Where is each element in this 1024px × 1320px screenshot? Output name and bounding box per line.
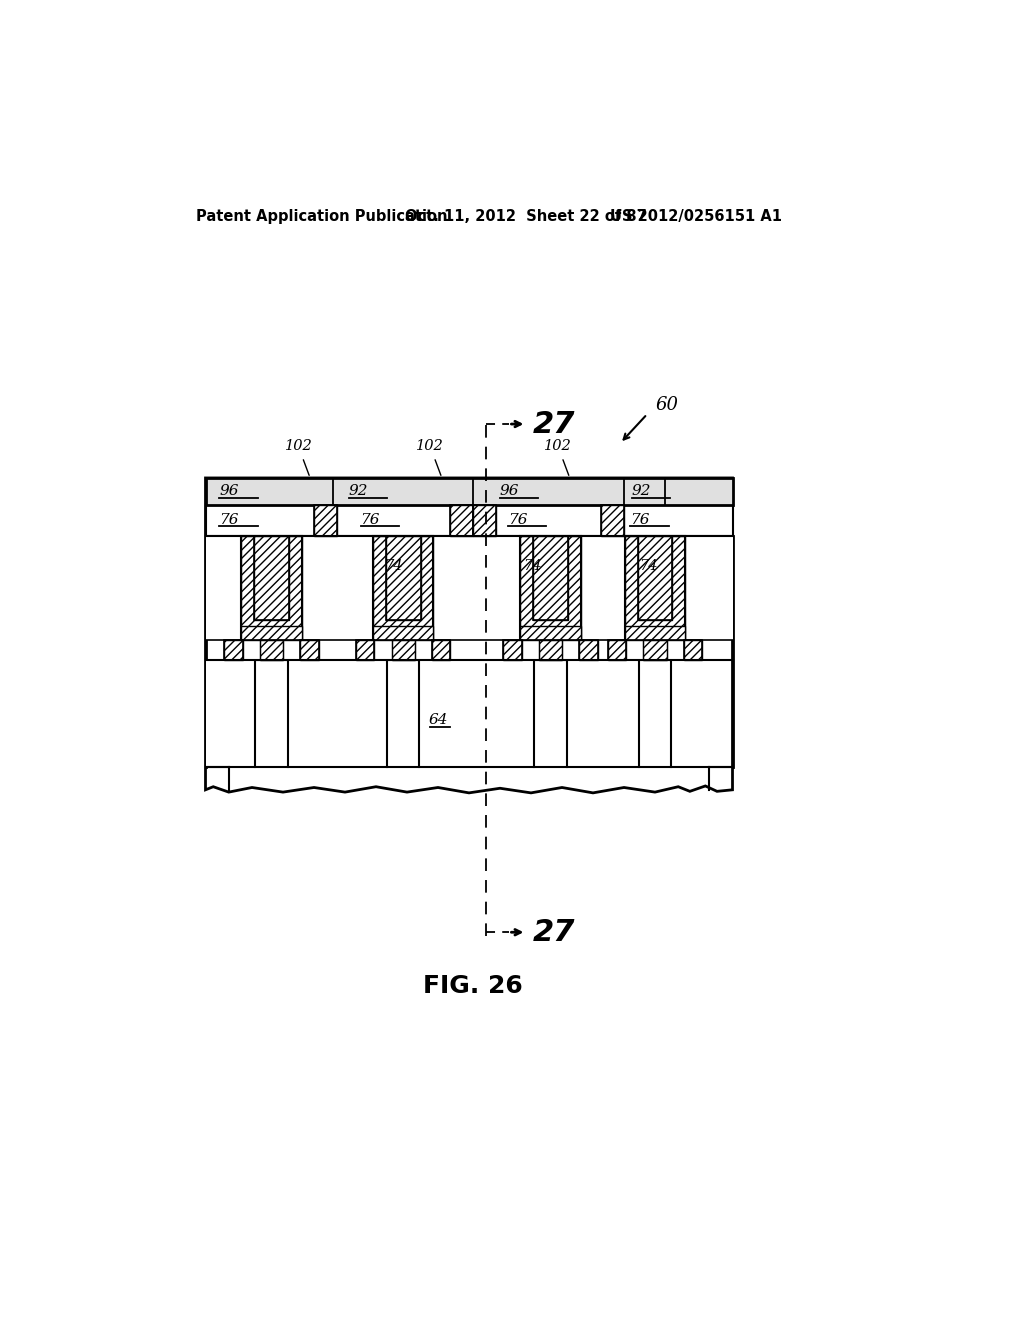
Bar (684, 640, 702, 660)
Bar (579, 640, 598, 660)
Bar (300, 640, 318, 660)
Bar (539, 640, 562, 660)
Bar (625, 626, 685, 640)
Bar (450, 506, 473, 536)
Text: 74: 74 (640, 560, 658, 573)
Bar (386, 536, 421, 620)
Text: 76: 76 (508, 513, 527, 527)
Bar (601, 506, 624, 536)
Bar (685, 536, 732, 640)
Text: 92: 92 (632, 484, 651, 499)
Polygon shape (206, 478, 732, 793)
Bar (391, 640, 415, 660)
Bar (206, 536, 732, 640)
Bar (520, 536, 581, 640)
Bar (224, 640, 243, 660)
Bar (241, 536, 302, 640)
Bar (206, 506, 732, 536)
Bar (503, 640, 521, 660)
Bar (373, 626, 433, 640)
Bar (607, 640, 627, 660)
Bar (254, 536, 289, 620)
Bar (539, 640, 562, 660)
Bar (433, 536, 520, 640)
Text: 27: 27 (532, 917, 575, 946)
Text: 76: 76 (630, 513, 649, 527)
Bar (520, 626, 581, 640)
Bar (356, 640, 375, 660)
Text: 102: 102 (417, 440, 444, 453)
Bar (260, 640, 283, 660)
Bar (206, 660, 255, 767)
Text: 76: 76 (360, 513, 380, 527)
Bar (473, 506, 496, 536)
Bar (532, 536, 568, 620)
Bar (473, 506, 496, 536)
Bar (375, 640, 432, 660)
Bar (532, 536, 568, 620)
Text: US 2012/0256151 A1: US 2012/0256151 A1 (610, 209, 782, 223)
Text: 92: 92 (349, 484, 369, 499)
Bar (638, 536, 673, 620)
Bar (255, 660, 288, 767)
Bar (391, 640, 415, 660)
Text: 27: 27 (532, 409, 575, 438)
Bar (260, 640, 283, 660)
Bar (450, 506, 473, 536)
Bar (639, 660, 672, 767)
Text: 76: 76 (219, 513, 239, 527)
Text: 64: 64 (428, 714, 447, 727)
Bar (386, 536, 421, 620)
Bar (607, 640, 627, 660)
Bar (579, 640, 598, 660)
Bar (625, 536, 685, 640)
Bar (503, 640, 521, 660)
Bar (643, 640, 667, 660)
Bar (254, 536, 289, 620)
Text: 102: 102 (285, 440, 312, 453)
Text: 102: 102 (544, 440, 572, 453)
Bar (627, 640, 684, 660)
Text: Patent Application Publication: Patent Application Publication (197, 209, 447, 223)
Text: Oct. 11, 2012  Sheet 22 of 87: Oct. 11, 2012 Sheet 22 of 87 (406, 209, 647, 223)
Bar (684, 640, 702, 660)
Bar (638, 536, 673, 620)
Bar (387, 660, 420, 767)
Bar (241, 536, 302, 640)
Bar (356, 640, 375, 660)
Bar (300, 640, 318, 660)
Bar (532, 536, 568, 620)
Text: 74: 74 (384, 560, 402, 573)
Bar (314, 506, 337, 536)
Bar (373, 536, 433, 640)
Text: FIG. 26: FIG. 26 (423, 974, 522, 998)
Bar (601, 506, 624, 536)
Bar (254, 536, 289, 620)
Bar (314, 506, 337, 536)
Bar (206, 478, 732, 506)
Bar (241, 626, 302, 640)
Bar (224, 640, 243, 660)
Bar (243, 640, 300, 660)
Text: 96: 96 (500, 484, 519, 499)
Bar (373, 536, 433, 640)
Bar (535, 660, 566, 767)
Bar (386, 536, 421, 620)
Text: 96: 96 (219, 484, 239, 499)
Text: 60: 60 (655, 396, 678, 413)
Bar (638, 536, 673, 620)
Bar (581, 536, 625, 640)
Bar (521, 640, 579, 660)
Bar (432, 640, 451, 660)
Bar (625, 536, 685, 640)
Bar (432, 640, 451, 660)
Bar (643, 640, 667, 660)
Bar (302, 536, 373, 640)
Bar (206, 536, 241, 640)
Bar (520, 536, 581, 640)
Text: 74: 74 (523, 560, 542, 573)
